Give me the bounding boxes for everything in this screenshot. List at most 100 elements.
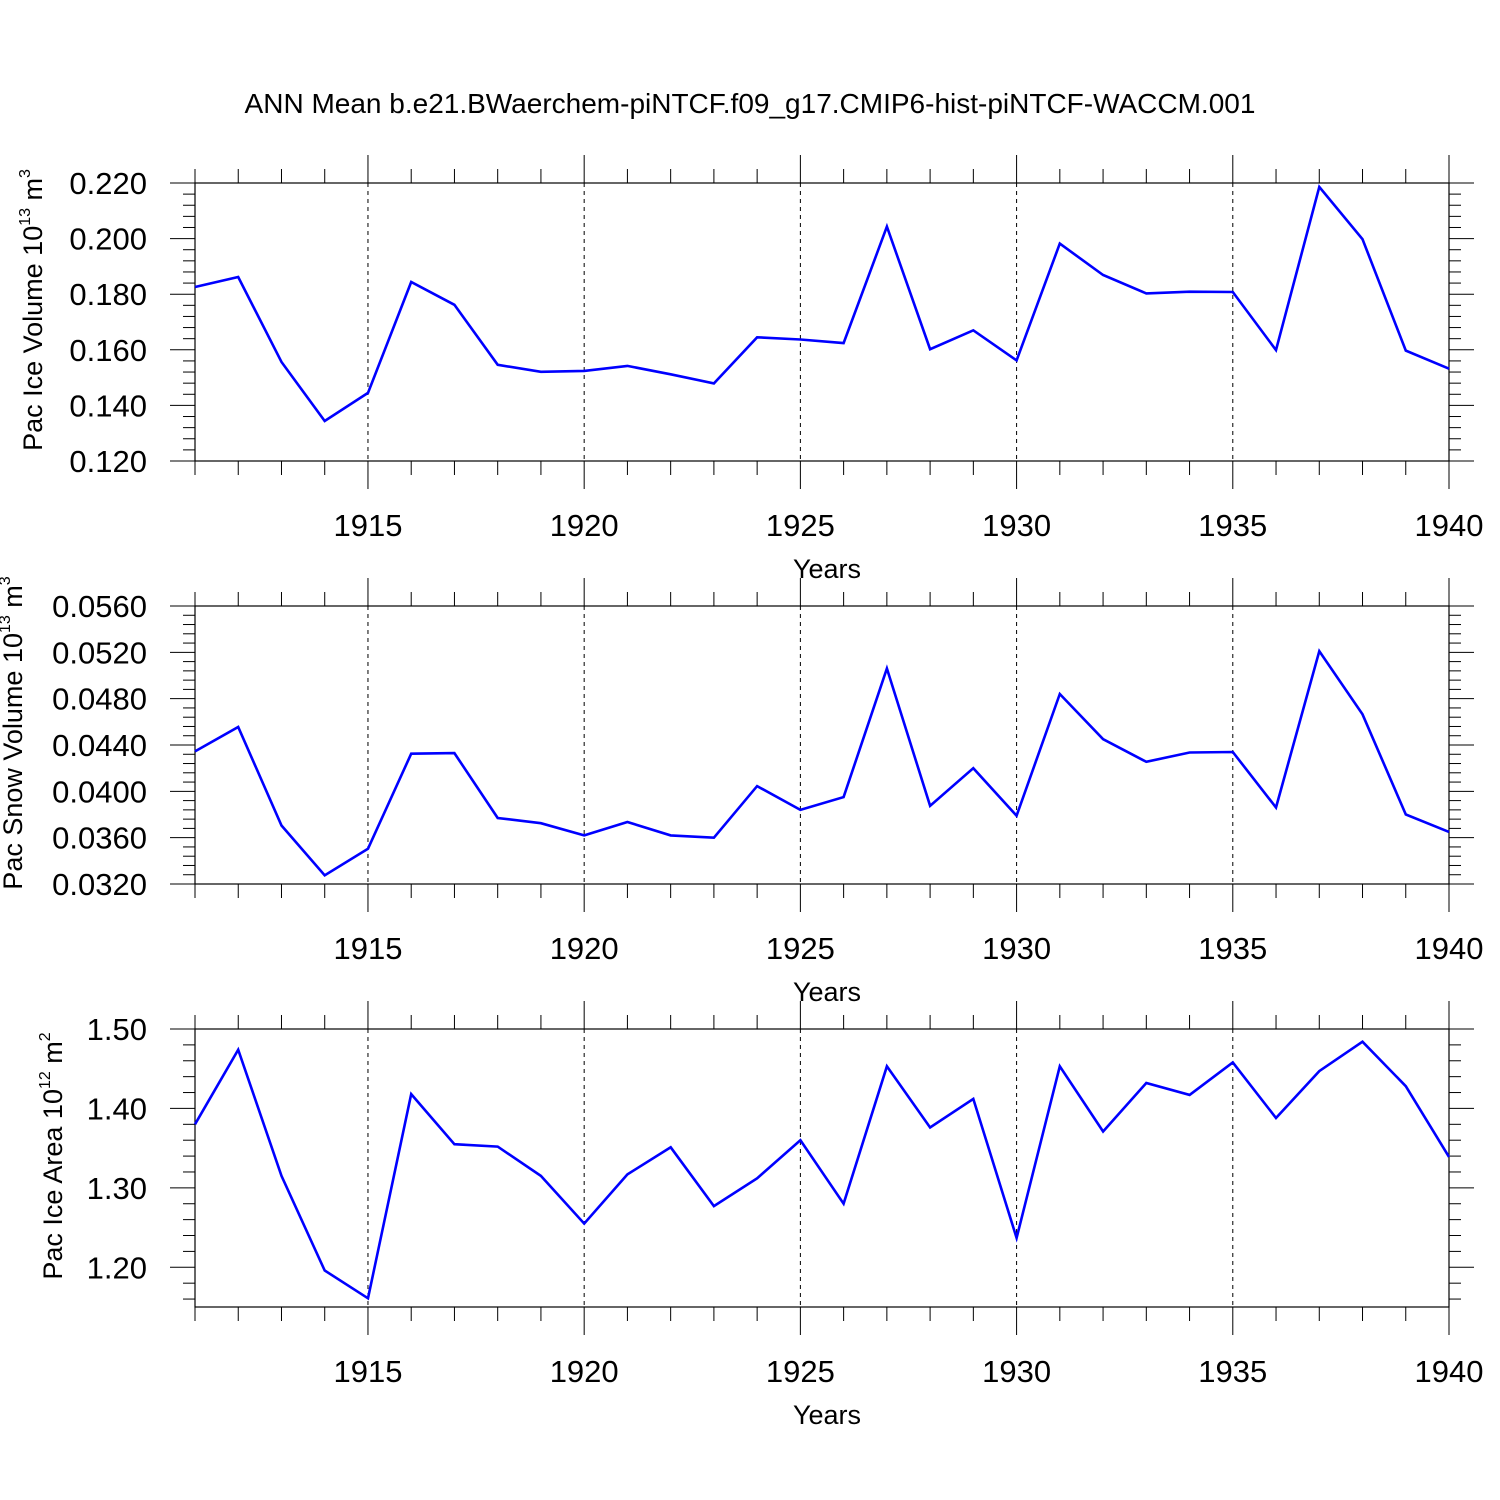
y-axis-label-unit-exponent: 2 [37, 1032, 54, 1041]
data-point [929, 348, 931, 350]
y-tick-label: 0.0560 [52, 589, 147, 624]
data-point [713, 1205, 715, 1207]
data-point [583, 834, 585, 836]
y-tick-label: 0.0360 [52, 821, 147, 856]
y-tick-label: 0.0440 [52, 728, 147, 763]
x-tick-label: 1915 [333, 508, 402, 543]
data-point [669, 373, 671, 375]
data-point [1448, 1156, 1450, 1158]
series-line [194, 648, 1450, 877]
plot-frame [194, 1028, 1450, 1308]
data-point [453, 1143, 455, 1145]
data-point [280, 824, 282, 826]
data-point [1361, 238, 1363, 240]
y-tick-label: 1.20 [87, 1250, 147, 1285]
data-point [1188, 290, 1190, 292]
data-point [626, 1173, 628, 1175]
series-line [193, 1040, 1451, 1301]
data-point [410, 1093, 412, 1095]
data-point [799, 1139, 801, 1141]
y-axis-label: Pac Snow Volume 1013 m3 [0, 576, 28, 889]
x-tick-label: 1940 [1415, 1354, 1484, 1389]
data-point [886, 1065, 888, 1067]
data-point [1275, 1117, 1277, 1119]
x-tick-label: 1930 [982, 508, 1051, 543]
panel-ice-area: 1.20 1.30 1.40 1.50 1915 1920 1925 1930 1935 1940… [37, 1001, 1483, 1430]
y-tick-label: 0.220 [69, 166, 147, 201]
data-point [410, 281, 412, 283]
data-point [626, 821, 628, 823]
data-point [1275, 806, 1277, 808]
data-point [1232, 291, 1234, 293]
data-point [496, 817, 498, 819]
data-point [756, 336, 758, 338]
data-point [1015, 1237, 1017, 1239]
y-axis-label-exponent: 13 [17, 208, 34, 226]
data-point [1059, 693, 1061, 695]
data-point [1405, 813, 1407, 815]
data-point [324, 874, 326, 876]
x-tick-label: 1915 [333, 931, 402, 966]
data-point [1361, 713, 1363, 715]
data-point [1145, 761, 1147, 763]
data-point [1145, 1082, 1147, 1084]
data-point [280, 1175, 282, 1177]
x-tick-label: 1940 [1415, 931, 1484, 966]
data-point [496, 364, 498, 366]
data-point [237, 726, 239, 728]
data-point [324, 1269, 326, 1271]
data-point [626, 365, 628, 367]
x-axis-label: Years [793, 1400, 861, 1430]
y-tick-label: 1.50 [87, 1012, 147, 1047]
data-point [583, 1222, 585, 1224]
y-axis-label-exponent: 13 [0, 615, 14, 633]
data-point [1275, 349, 1277, 351]
data-point [280, 361, 282, 363]
data-point [886, 667, 888, 669]
panel-snow-volume: 0.0320 0.0360 0.0400 0.0440 0.0480 0.0520 0.05… [0, 576, 1483, 1007]
data-point [194, 286, 196, 288]
data-point [324, 420, 326, 422]
data-point [756, 785, 758, 787]
x-tick-label: 1935 [1198, 1354, 1267, 1389]
x-tick-label: 1930 [982, 931, 1051, 966]
data-point [496, 1145, 498, 1147]
data-point [669, 834, 671, 836]
data-point [1361, 1041, 1363, 1043]
data-point [972, 767, 974, 769]
data-point [1145, 292, 1147, 294]
y-axis-label-unit-exponent: 3 [0, 576, 14, 585]
data-point [1318, 650, 1320, 652]
data-point [972, 1098, 974, 1100]
y-tick-label: 0.0320 [52, 867, 147, 902]
figure-title: ANN Mean b.e21.BWaerchem-piNTCF.f09_g17.… [244, 88, 1256, 119]
data-point [1102, 274, 1104, 276]
data-point [1188, 1094, 1190, 1096]
y-tick-label: 0.0400 [52, 774, 147, 809]
data-point [583, 370, 585, 372]
data-point [713, 836, 715, 838]
x-tick-label: 1930 [982, 1354, 1051, 1389]
panel-ice-volume: 0.120 0.140 0.160 0.180 0.200 0.220 1915 1920 19… [17, 155, 1483, 584]
data-point [540, 1175, 542, 1177]
x-tick-label: 1940 [1415, 508, 1484, 543]
data-point [1448, 831, 1450, 833]
data-point [367, 392, 369, 394]
y-tick-label: 0.180 [69, 277, 147, 312]
y-tick-label: 0.120 [69, 444, 147, 479]
y-tick-label: 0.0480 [52, 682, 147, 717]
data-point [1059, 1065, 1061, 1067]
data-point [1015, 814, 1017, 816]
data-point [929, 805, 931, 807]
data-point [540, 822, 542, 824]
data-point [1059, 242, 1061, 244]
y-axis-label-text: Pac Snow Volume 10 [0, 633, 28, 890]
y-tick-label: 1.40 [87, 1091, 147, 1126]
x-tick-label: 1925 [766, 931, 835, 966]
data-point [972, 329, 974, 331]
y-axis-label-exponent: 12 [37, 1071, 54, 1089]
data-point [1188, 751, 1190, 753]
y-axis-label: Pac Ice Volume 1013 m3 [17, 169, 48, 451]
data-point [1232, 1061, 1234, 1063]
